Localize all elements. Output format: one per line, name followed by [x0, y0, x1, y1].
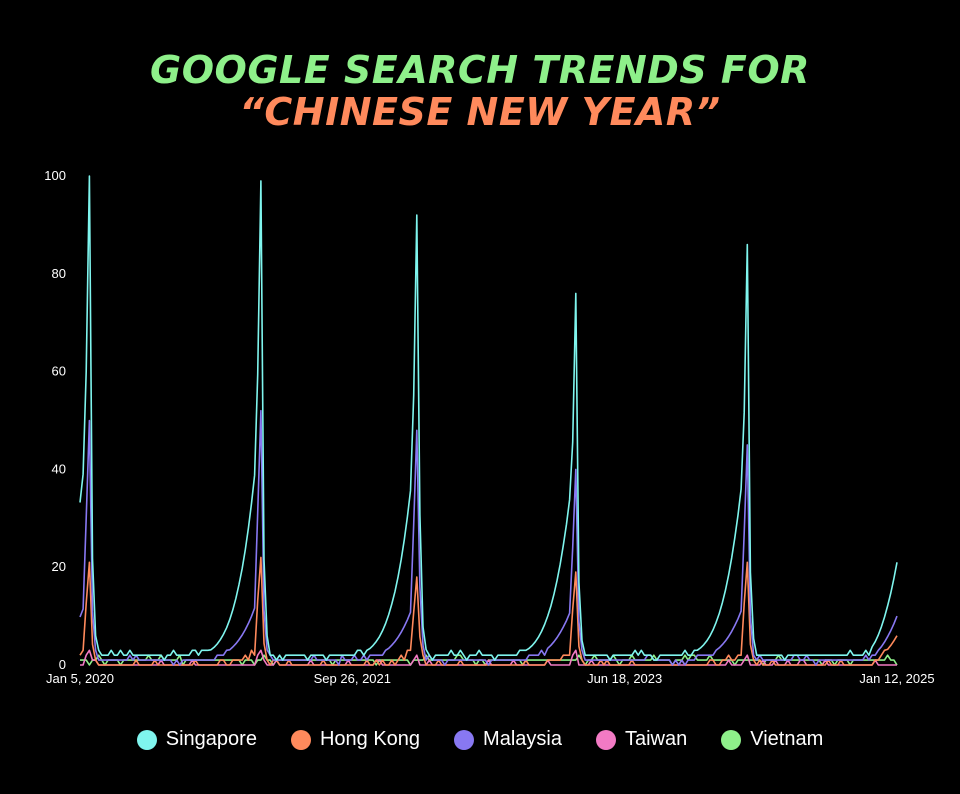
legend-label: Singapore — [165, 728, 257, 750]
legend-label: Malaysia — [483, 728, 562, 750]
chart-legend: Singapore Hong Kong Malaysia Taiwan Viet… — [0, 728, 960, 751]
y-tick-label: 0 — [59, 657, 66, 672]
line-chart: 0 20 40 60 80 100 Jan 5, 2020 Sep 26, 2021 Jun 1… — [44, 168, 934, 686]
legend-item-hong-kong: Hong Kong — [290, 728, 421, 751]
y-tick-label: 20 — [52, 559, 66, 574]
series-line-hong-kong — [79, 556, 898, 666]
y-tick-label: 60 — [52, 364, 66, 379]
legend-label: Hong Kong — [319, 728, 421, 750]
legend-swatch — [721, 729, 742, 750]
legend-swatch — [290, 729, 311, 750]
legend-item-malaysia: Malaysia — [454, 728, 562, 751]
y-tick-label: 80 — [52, 266, 66, 281]
x-tick-label: Sep 26, 2021 — [314, 671, 391, 686]
y-tick-label: 100 — [44, 168, 66, 183]
x-tick-label: Jun 18, 2023 — [587, 671, 662, 686]
legend-label: Taiwan — [624, 728, 688, 750]
legend-item-taiwan: Taiwan — [595, 728, 688, 751]
legend-item-vietnam: Vietnam — [721, 728, 823, 751]
legend-label: Vietnam — [750, 728, 824, 750]
chart-title-line-1: GOOGLE SEARCH TRENDS FOR — [150, 48, 810, 92]
y-tick-label: 40 — [52, 461, 66, 476]
chart-title-line-2: “CHINESE NEW YEAR” — [239, 90, 721, 134]
legend-swatch — [136, 729, 157, 750]
series-line-malaysia — [79, 409, 898, 666]
legend-swatch — [454, 729, 475, 750]
legend-item-singapore: Singapore — [136, 728, 257, 751]
x-tick-label: Jan 5, 2020 — [46, 671, 114, 686]
x-tick-label: Jan 12, 2025 — [859, 671, 934, 686]
series-line-singapore — [79, 175, 898, 661]
legend-swatch — [595, 729, 616, 750]
